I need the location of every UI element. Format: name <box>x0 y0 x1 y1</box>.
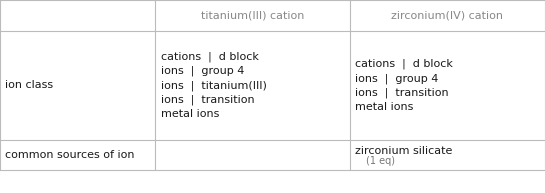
Text: cations  |  d block
ions  |  group 4
ions  |  transition
metal ions: cations | d block ions | group 4 ions | … <box>355 59 453 112</box>
Text: common sources of ion: common sources of ion <box>5 150 135 160</box>
Text: cations  |  d block
ions  |  group 4
ions  |  titanium(III)
ions  |  transition
: cations | d block ions | group 4 ions | … <box>161 51 267 119</box>
Text: titanium(III) cation: titanium(III) cation <box>201 10 304 20</box>
Text: zirconium(IV) cation: zirconium(IV) cation <box>391 10 504 20</box>
Text: zirconium silicate: zirconium silicate <box>355 146 453 156</box>
Text: (1 eq): (1 eq) <box>366 157 395 167</box>
Text: ion class: ion class <box>5 80 53 90</box>
